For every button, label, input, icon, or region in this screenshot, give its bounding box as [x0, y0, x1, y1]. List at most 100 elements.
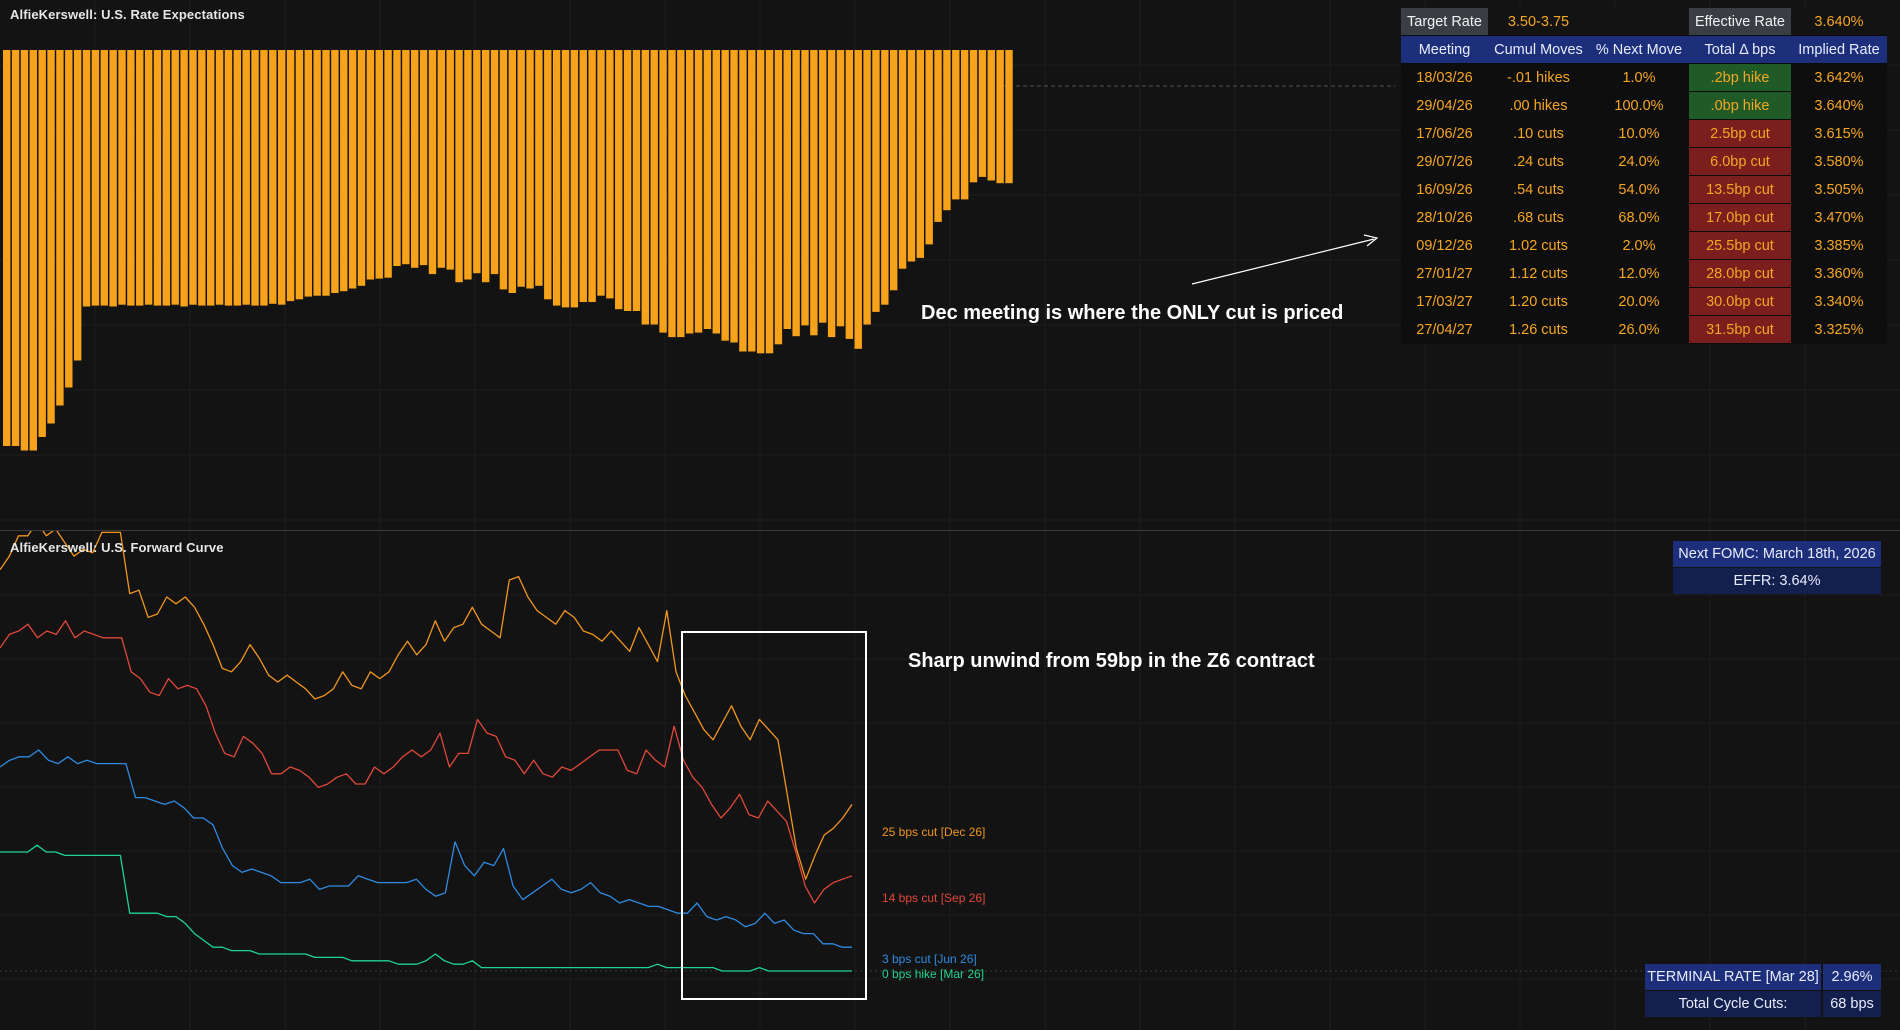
bar: [996, 50, 1004, 184]
cell-pct: 54.0%: [1588, 175, 1689, 204]
bar: [881, 50, 889, 305]
cell-cumul: .54 cuts: [1487, 175, 1589, 204]
rate-table-row: 28/10/26.68 cuts 68.0% 17.0bp cut 3.470%: [1401, 203, 1887, 232]
cell-meeting: 29/04/26: [1401, 91, 1488, 120]
column-header: Total Δ bps: [1688, 35, 1791, 64]
rate-table-row: 27/04/27 1.26 cuts 26.0% 31.5bp cut 3.325%: [1401, 315, 1887, 344]
bar: [109, 50, 117, 307]
bar: [952, 50, 960, 200]
next-fomc-box: Next FOMC: March 18th, 2026: [1673, 541, 1881, 567]
cell-total: 28.0bp cut: [1688, 259, 1791, 288]
bar: [872, 50, 880, 312]
cell-cumul: .10 cuts: [1487, 119, 1589, 148]
bar: [29, 50, 38, 451]
cell-pct: 2.0%: [1588, 231, 1689, 260]
bar: [650, 50, 658, 325]
cell-meeting: 09/12/26: [1401, 231, 1488, 260]
rate-table-row: 29/04/26.00 hikes 100.0% .0bp hike 3.640%: [1401, 91, 1887, 120]
bar: [340, 50, 348, 292]
bar: [845, 50, 854, 339]
bar: [632, 50, 641, 311]
bar: [623, 50, 632, 311]
rate-table-row: 17/06/26.10 cuts 10.0% 2.5bp cut 3.615%: [1401, 119, 1887, 148]
cell-meeting: 18/03/26: [1401, 63, 1488, 92]
bar: [925, 50, 933, 245]
bar: [233, 50, 242, 306]
cell-total: .0bp hike: [1688, 91, 1791, 120]
bar: [544, 50, 552, 300]
bar: [481, 50, 490, 283]
bar: [260, 50, 268, 306]
cell-cumul: 1.20 cuts: [1487, 287, 1589, 316]
bottom-grid: [0, 531, 1900, 1030]
cell-meeting: 29/07/26: [1401, 147, 1488, 176]
bar: [801, 50, 809, 326]
series-label-jun26: 3 bps cut [Jun 26]: [882, 952, 977, 966]
target-rate-label: Target Rate: [1401, 8, 1488, 36]
bar: [827, 50, 836, 338]
bar: [1005, 50, 1013, 184]
cell-pct: 1.0%: [1588, 63, 1689, 92]
bar: [286, 50, 295, 302]
bar: [464, 50, 472, 280]
bar: [419, 50, 428, 266]
rate-table-row: 16/09/26.54 cuts 54.0% 13.5bp cut 3.505%: [1401, 175, 1887, 204]
bar: [411, 50, 419, 268]
bar: [171, 50, 179, 305]
cell-cumul: .24 cuts: [1487, 147, 1589, 176]
bar: [375, 50, 383, 279]
effr-box: EFFR: 3.64%: [1673, 568, 1881, 594]
bar: [819, 50, 827, 323]
bar: [783, 50, 791, 329]
bar: [907, 50, 916, 262]
bar: [765, 50, 774, 354]
bar: [934, 50, 942, 222]
line-series-mar26: [0, 844, 852, 972]
bar: [978, 50, 987, 177]
rate-table-row: 29/07/26.24 cuts 24.0% 6.0bp cut 3.580%: [1401, 147, 1887, 176]
bar: [242, 50, 250, 305]
bar: [712, 50, 720, 334]
bar: [490, 50, 499, 275]
bar: [579, 50, 587, 302]
bar: [65, 50, 73, 388]
cell-pct: 26.0%: [1588, 315, 1689, 344]
bar: [526, 50, 534, 289]
bar: [251, 50, 259, 306]
bar: [943, 50, 951, 211]
cell-implied: 3.640%: [1790, 91, 1887, 120]
bar: [100, 50, 108, 306]
cell-implied: 3.580%: [1790, 147, 1887, 176]
bar: [677, 50, 685, 338]
bar: [694, 50, 703, 333]
bar: [224, 50, 233, 306]
bar: [180, 50, 188, 307]
top-annotation: Dec meeting is where the ONLY cut is pri…: [921, 302, 1344, 324]
cell-meeting: 17/03/27: [1401, 287, 1488, 316]
forward-curve-panel: AlfieKerswell: U.S. Forward Curve Sharp …: [0, 531, 1900, 1030]
bar: [348, 50, 357, 289]
bar-series: [3, 50, 1013, 451]
bar: [552, 50, 561, 306]
bar: [304, 50, 312, 297]
cell-total: 6.0bp cut: [1688, 147, 1791, 176]
column-header: Meeting: [1401, 35, 1488, 64]
cell-cumul: 1.12 cuts: [1487, 259, 1589, 288]
cell-cumul: 1.26 cuts: [1487, 315, 1589, 344]
bar: [570, 50, 579, 308]
bar: [366, 50, 375, 280]
annotation-arrow: [1191, 234, 1379, 285]
bar: [198, 50, 206, 306]
bar: [836, 50, 845, 327]
column-header: Implied Rate: [1790, 35, 1887, 64]
bar: [11, 50, 20, 446]
bar: [890, 50, 898, 291]
cell-cumul: -.01 hikes: [1487, 63, 1589, 92]
cell-total: 25.5bp cut: [1688, 231, 1791, 260]
cell-meeting: 27/01/27: [1401, 259, 1488, 288]
rate-table-row: 27/01/27 1.12 cuts 12.0% 28.0bp cut 3.360%: [1401, 259, 1887, 288]
rate-table-row: 18/03/26 -.01 hikes 1.0% .2bp hike 3.642%: [1401, 63, 1887, 92]
bar: [916, 50, 925, 258]
cell-total: 30.0bp cut: [1688, 287, 1791, 316]
cell-total: 17.0bp cut: [1688, 203, 1791, 232]
